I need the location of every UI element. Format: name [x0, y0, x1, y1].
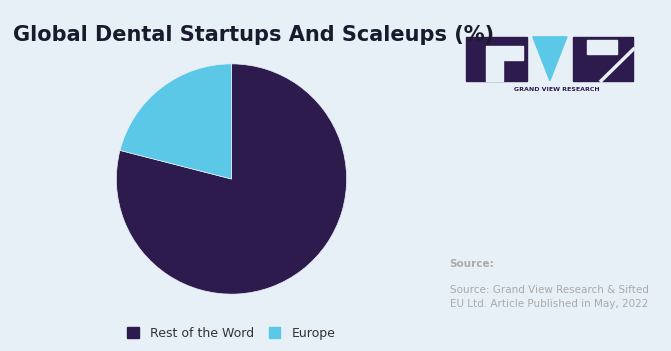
Text: Global Dental Startups And Scaleups (%): Global Dental Startups And Scaleups (%)	[13, 25, 495, 45]
Polygon shape	[533, 37, 567, 81]
Legend: Rest of the Word, Europe: Rest of the Word, Europe	[127, 327, 336, 340]
Wedge shape	[120, 64, 231, 179]
Text: GRAND VIEW RESEARCH: GRAND VIEW RESEARCH	[514, 87, 600, 92]
Bar	[587, 40, 617, 54]
Text: Source: Grand View Research & Sifted
EU Ltd. Article Published in May, 2022: Source: Grand View Research & Sifted EU …	[450, 285, 648, 309]
Bar	[486, 46, 523, 60]
Bar	[486, 60, 503, 81]
Wedge shape	[116, 64, 347, 294]
Bar	[573, 37, 633, 81]
Text: Source:: Source:	[450, 259, 495, 269]
Bar	[466, 37, 527, 81]
